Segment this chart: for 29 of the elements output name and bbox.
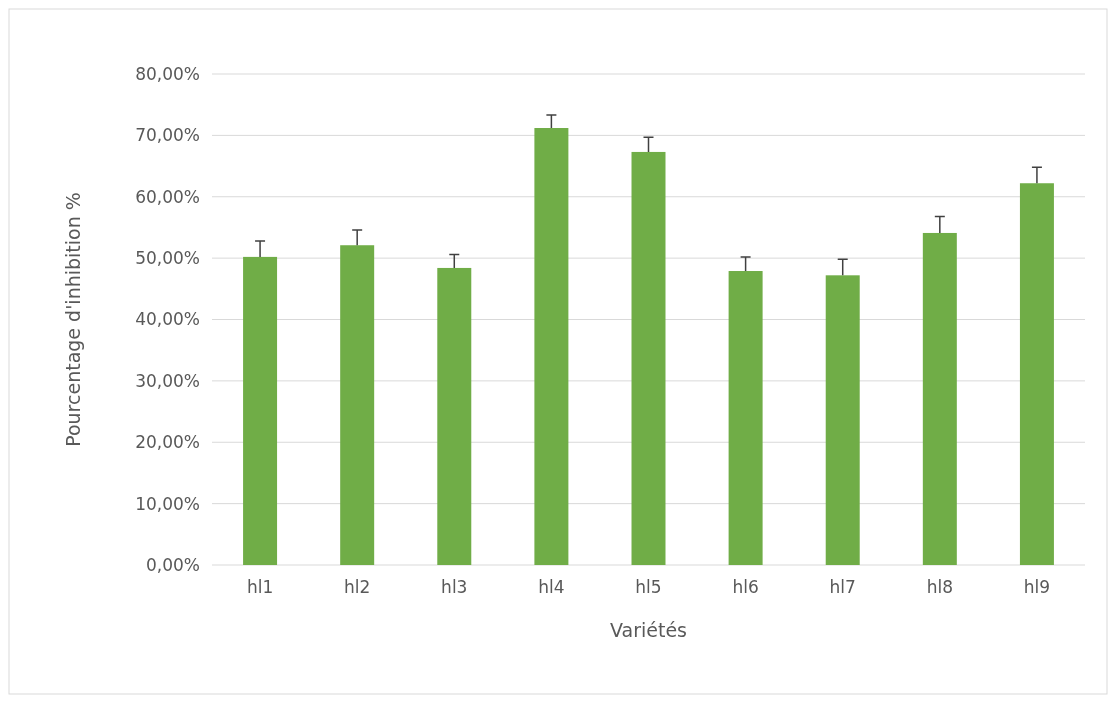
x-tick-label: hl3 bbox=[441, 577, 468, 597]
bar bbox=[243, 256, 278, 565]
bar bbox=[728, 271, 763, 565]
x-axis-title: Variétés bbox=[610, 619, 687, 641]
bar bbox=[534, 128, 569, 565]
x-tick-label: hl1 bbox=[246, 577, 274, 597]
y-tick-label: 20,00% bbox=[135, 432, 200, 453]
y-tick-label: 80,00% bbox=[135, 63, 200, 84]
x-tick-label: hl6 bbox=[732, 577, 759, 597]
y-tick-label: 70,00% bbox=[135, 125, 200, 146]
y-tick-label: 10,00% bbox=[135, 493, 200, 514]
bar bbox=[922, 232, 957, 565]
x-tick-label: hl5 bbox=[635, 577, 662, 597]
x-tick-label: hl4 bbox=[538, 577, 565, 597]
x-tick-label: hl2 bbox=[344, 577, 371, 597]
y-tick-label: 50,00% bbox=[135, 248, 200, 269]
bar bbox=[437, 267, 472, 565]
bar bbox=[1019, 183, 1054, 565]
bar bbox=[340, 245, 375, 565]
x-tick-label: hl8 bbox=[926, 577, 953, 597]
y-tick-label: 30,00% bbox=[135, 370, 200, 391]
x-tick-label: hl9 bbox=[1023, 577, 1051, 597]
x-tick-label: hl7 bbox=[829, 577, 856, 597]
y-tick-label: 60,00% bbox=[135, 186, 200, 207]
bar bbox=[825, 275, 860, 565]
y-axis-title: Pourcentage d'inhibition % bbox=[62, 192, 84, 447]
y-tick-label: 40,00% bbox=[135, 309, 200, 330]
y-tick-label: 0,00% bbox=[145, 554, 200, 575]
bar bbox=[631, 151, 666, 565]
